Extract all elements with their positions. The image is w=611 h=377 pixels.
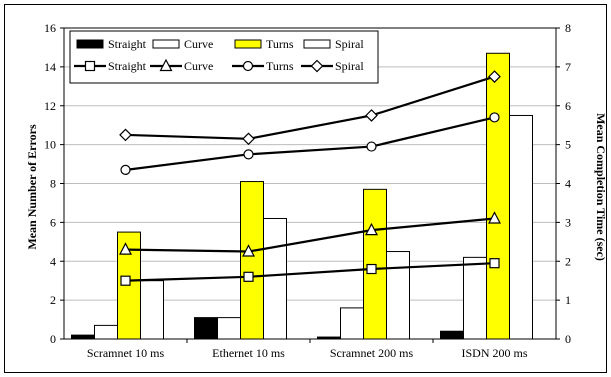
legend-marker-curve: [159, 58, 173, 72]
point-turns-0: [120, 164, 131, 175]
bar-curve-2: [340, 307, 364, 340]
legend-swatch-turns: [234, 39, 262, 49]
y-right-tick-label: 1: [565, 293, 571, 307]
legend-marker-straight: [84, 60, 96, 72]
legend-label-bar-spiral: Spiral: [335, 37, 364, 51]
point-curve-2: [365, 222, 378, 236]
legend-label-bar-turns: Turns: [266, 37, 294, 51]
bar-spiral-1: [263, 217, 287, 340]
y-left-tick-label: 4: [50, 254, 56, 268]
line-layer: [119, 70, 501, 286]
legend-marker-turns: [242, 60, 254, 72]
bar-straight-0: [71, 334, 95, 340]
y-right-tick-label: 7: [565, 60, 571, 74]
y-left-tick-label: 2: [50, 293, 56, 307]
point-spiral-0: [119, 128, 132, 142]
y-right-tick-label: 6: [565, 99, 571, 113]
legend-label-line-curve: Curve: [184, 59, 213, 73]
x-tick-label: Scramnet 200 ms: [330, 346, 414, 360]
legend-swatch-curve: [152, 39, 180, 49]
y-right-tick-label: 2: [565, 254, 571, 268]
y-axis-right-title: Mean Completion Time (sec): [594, 113, 608, 261]
y-left-tick-label: 16: [44, 21, 56, 35]
legend-label-line-turns: Turns: [266, 59, 294, 73]
point-straight-3: [489, 258, 500, 269]
bar-spiral-0: [140, 280, 164, 340]
y-right-tick-label: 0: [565, 332, 571, 346]
point-straight-1: [243, 271, 254, 282]
point-straight-2: [366, 263, 377, 275]
x-tick-label: Scramnet 10 ms: [87, 346, 165, 360]
bar-spiral-3: [509, 114, 533, 340]
y-right-tick-label: 3: [565, 215, 571, 229]
bar-curve-3: [463, 256, 487, 340]
bar-turns-1: [240, 181, 264, 340]
legend-swatch-spiral: [303, 39, 331, 49]
point-turns-2: [366, 141, 377, 152]
legend-marker-spiral: [310, 59, 324, 73]
point-curve-0: [119, 242, 132, 255]
bar-straight-3: [440, 330, 464, 340]
outer-frame: [4, 4, 607, 373]
y-left-tick-label: 10: [44, 138, 56, 152]
line-spiral: [125, 75, 495, 140]
y-right-tick-label: 8: [565, 21, 571, 35]
x-tick-label: Ethernet 10 ms: [212, 346, 285, 360]
bar-spiral-2: [386, 251, 410, 340]
y-axis-left-title: Mean Number of Errors: [25, 124, 39, 250]
line-straight: [125, 262, 495, 282]
bar-turns-3: [486, 52, 510, 340]
x-tick-label: ISDN 200 ms: [461, 346, 527, 360]
y-right-tick-label: 5: [565, 138, 571, 152]
legend: Straight Curve Turns Spiral Straight Curve Tur…: [69, 30, 379, 84]
point-turns-3: [489, 112, 500, 123]
y-left-tick-label: 8: [50, 177, 56, 191]
legend-label-line-straight: Straight: [108, 59, 147, 73]
line-curve: [125, 217, 495, 253]
point-spiral-2: [365, 109, 378, 122]
y-left-tick-label: 0: [50, 332, 56, 346]
line-turns: [125, 116, 495, 171]
legend-label-bar-curve: Curve: [184, 37, 213, 51]
point-spiral-1: [242, 132, 255, 146]
y-right-tick-label: 4: [565, 177, 571, 191]
point-curve-3: [488, 211, 501, 224]
y-left-tick-label: 6: [50, 215, 56, 229]
point-curve-1: [242, 244, 255, 257]
point-spiral-3: [488, 70, 501, 83]
bar-straight-1: [194, 317, 218, 340]
y-left-tick-label: 12: [44, 99, 56, 113]
point-turns-1: [243, 149, 254, 160]
legend-label-line-spiral: Spiral: [335, 59, 364, 73]
bar-curve-1: [217, 317, 241, 340]
y-left-tick-label: 14: [44, 60, 56, 74]
legend-swatch-straight: [76, 39, 104, 49]
bar-layer: [71, 52, 533, 340]
bar-curve-0: [94, 324, 118, 340]
point-straight-0: [120, 275, 131, 286]
legend-label-bar-straight: Straight: [108, 37, 147, 51]
